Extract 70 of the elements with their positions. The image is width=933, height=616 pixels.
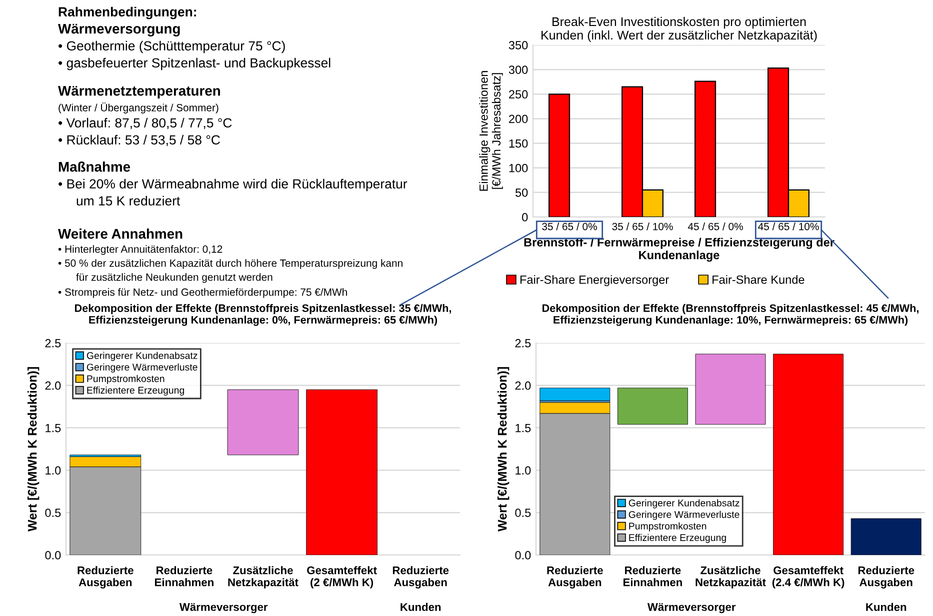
- text: Kunden: [400, 602, 441, 611]
- chart-title: Dekomposition der Effekte (Brennstoffpreis Spitzenlastkessel: 35 €/MWh, Effizienzsteigerung Kundenanlage: 0%, Fernwärmepreis: 65 €/MWh): [75, 304, 452, 326]
- text: • 50 % der zusätzlichen Kapazität durch höhere Temperaturspreizung kann für zusätzliche Neukunden genutzt werden: [58, 259, 402, 283]
- text: Rahmenbedingungen:: [58, 6, 196, 20]
- y-tick-label: 2.5: [515, 339, 531, 348]
- y-tick-label: 50: [515, 188, 528, 197]
- legend-label: Geringerer Kundenabsatz: [628, 499, 740, 508]
- y-axis-title: Wert [€/(MWh K Reduktion)]: [498, 367, 510, 532]
- y-tick-label: 1.5: [46, 424, 61, 432]
- text: • Rücklauf: 53 / 53,5 / 58 °C: [58, 134, 220, 146]
- legend-label: Pumpstromkosten: [87, 374, 164, 384]
- y-tick-label: 2.5: [45, 339, 61, 348]
- text: Wärmeversorger: [647, 603, 736, 614]
- y-tick-label: 150: [509, 139, 528, 148]
- x-tick-label: Gesamteffekt (2 €/MWh K): [307, 566, 377, 588]
- y-tick-label: 0.5: [45, 508, 61, 517]
- x-tick-label: Reduzierte Ausgaben: [392, 566, 449, 588]
- y-tick-label: 0.0: [45, 551, 61, 560]
- y-tick-label: 350: [508, 41, 528, 50]
- chart-title: Break-Even Investitionskosten pro optimierten Kunden (inkl. Wert der zusätzlicher Netzkapazität): [542, 16, 817, 42]
- y-tick-label: 2.0: [515, 381, 531, 390]
- bar: [694, 80, 716, 217]
- text: Maßnahme: [58, 162, 130, 172]
- legend-label: Geringere Wärmeverluste: [86, 363, 198, 372]
- text: Wärmeversorgung: [58, 24, 180, 36]
- x-tick-label: Reduzierte Ausgaben: [547, 566, 603, 588]
- y-tick-label: 1.5: [516, 424, 531, 432]
- text: • Geothermie (Schütttemperatur 75 °C): [58, 40, 285, 54]
- text: Kunden: [866, 602, 906, 611]
- x-tick-label: 45 / 65 / 0%: [688, 222, 743, 230]
- y-axis-title: Einmalige Investitionen [€/MWh Jahresabsatz]: [479, 71, 503, 191]
- y-tick-label: 200: [509, 114, 528, 124]
- text: • Strompreis für Netz- und Geothermieförderpumpe: 75 €/MWh: [58, 288, 347, 298]
- x-tick-label: Reduzierte Einnahmen: [624, 566, 682, 586]
- text: • Hinterlegter Annuitätenfaktor: 0,12: [58, 245, 222, 255]
- x-tick-label: 35 / 65 / 10%: [612, 222, 673, 230]
- y-tick-label: 0.0: [515, 551, 531, 560]
- chart-title: Dekomposition der Effekte (Brennstoffpreis Spitzenlastkessel: 45 €/MWh, Effizienzsteigerung Kundenanlage: 10%, Fernwärmepreis: 65 €/MWh): [542, 304, 919, 326]
- y-tick-label: 250: [509, 90, 528, 99]
- x-tick-label: 45 / 65 / 10%: [758, 222, 819, 230]
- text: (Winter / Übergangszeit / Sommer): [58, 102, 218, 114]
- y-tick-label: 1.0: [516, 466, 531, 475]
- text: • Bei 20% der Wärmeabnahme wird die Rücklauftemperatur um 15 K reduziert: [58, 178, 408, 206]
- legend-label: Effizientere Erzeugung: [87, 386, 184, 396]
- x-tick-label: Reduzierte Einnahmen: [155, 566, 214, 586]
- legend-label: Fair-Share Energieversorger: [520, 275, 669, 286]
- y-tick-label: 2.0: [45, 381, 61, 390]
- legend-label: Geringere Wärmeverluste: [628, 510, 740, 520]
- x-tick-label: Reduzierte Ausgaben: [858, 566, 914, 588]
- legend-label: Fair-Share Kunde: [712, 275, 804, 284]
- text: • Vorlauf: 87,5 / 80,5 / 77,5 °C: [58, 118, 232, 130]
- x-tick-label: 35 / 65 / 0%: [542, 222, 597, 230]
- x-tick-label: Zusätzliche Netzkapazität: [696, 566, 766, 588]
- y-tick-label: 0: [522, 213, 528, 222]
- x-tick-label: Reduzierte Ausgaben: [78, 566, 134, 588]
- text: Wärmeversorger: [179, 603, 268, 614]
- legend-label: Pumpstromkosten: [629, 522, 706, 532]
- legend-label: Effizientere Erzeugung: [629, 534, 726, 543]
- y-tick-label: 1.0: [46, 466, 61, 475]
- y-tick-label: 300: [508, 66, 528, 74]
- text: • gasbefeuerter Spitzenlast- und Backupkessel: [58, 58, 330, 70]
- x-tick-label: Gesamteffekt (2.4 €/MWh K): [772, 566, 844, 588]
- y-tick-label: 100: [509, 164, 528, 172]
- bar: [548, 94, 570, 217]
- legend-label: Geringerer Kundenabsatz: [86, 352, 198, 361]
- y-tick-label: 0.5: [515, 508, 531, 517]
- text: Wärmenetztemperaturen: [58, 86, 220, 98]
- x-tick-label: Zusätzliche Netzkapazität: [228, 566, 298, 588]
- y-axis-title: Wert [€/(MWh K Reduktion)]: [28, 367, 40, 532]
- text: Weitere Annahmen: [58, 228, 182, 239]
